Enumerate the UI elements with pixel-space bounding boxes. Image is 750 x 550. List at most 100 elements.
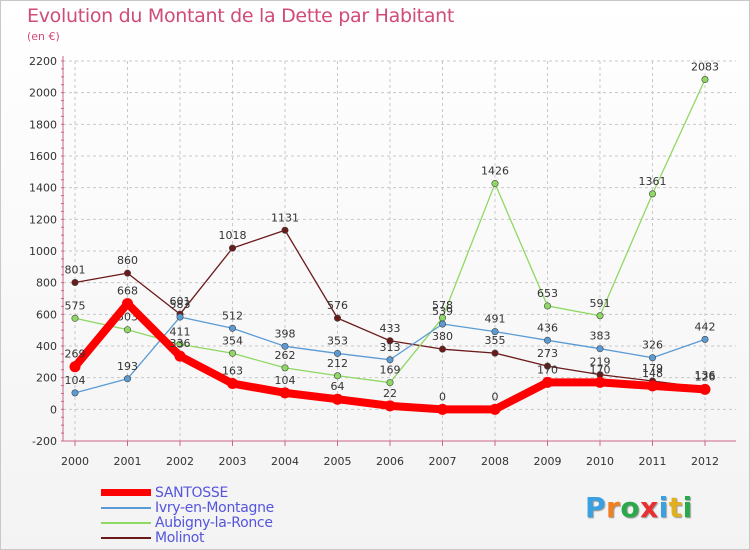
data-point — [543, 336, 551, 344]
chart-subtitle: (en €) — [27, 30, 60, 43]
data-label: 442 — [695, 320, 716, 333]
legend-item: Aubigny-la-Ronce — [101, 514, 274, 531]
legend-swatch — [101, 489, 151, 496]
y-tick-label: 2000 — [29, 87, 57, 100]
data-point — [229, 324, 237, 332]
data-label: 0 — [492, 390, 499, 403]
data-point — [71, 314, 79, 322]
y-tick-label: 200 — [36, 372, 57, 385]
data-label: 148 — [642, 367, 663, 380]
data-point — [281, 226, 289, 234]
x-tick-label: 2000 — [61, 455, 89, 468]
legend-label: Molinot — [155, 529, 205, 546]
data-point — [491, 349, 499, 357]
data-point — [648, 190, 656, 198]
data-label: 433 — [380, 322, 401, 335]
data-label: 860 — [117, 254, 138, 267]
x-tick-label: 2008 — [481, 455, 509, 468]
data-label: 576 — [327, 299, 348, 312]
data-label: 578 — [432, 299, 453, 312]
data-point — [491, 180, 499, 188]
data-point — [281, 364, 289, 372]
data-point — [491, 328, 499, 336]
y-tick-label: 1600 — [29, 150, 57, 163]
data-point — [229, 349, 237, 357]
data-label: 801 — [65, 264, 86, 277]
x-tick-label: 2012 — [691, 455, 719, 468]
data-label: 1361 — [639, 175, 667, 188]
data-point — [543, 302, 551, 310]
data-point — [122, 298, 133, 310]
data-point — [386, 379, 394, 387]
data-point — [229, 244, 237, 252]
data-label: 2083 — [691, 61, 719, 74]
data-label: 1131 — [271, 211, 299, 224]
logo-letter: o — [620, 491, 641, 524]
data-point — [596, 312, 604, 320]
data-label: 380 — [432, 330, 453, 343]
data-point — [699, 383, 711, 395]
y-tick-label: 1400 — [29, 182, 57, 195]
legend-swatch — [101, 506, 151, 509]
data-label: 398 — [275, 327, 296, 340]
data-label: 22 — [383, 387, 397, 400]
y-tick-label: 1000 — [29, 245, 57, 258]
x-tick-label: 2006 — [376, 455, 404, 468]
x-tick-label: 2002 — [166, 455, 194, 468]
data-label: 170 — [537, 363, 558, 376]
data-point — [438, 320, 446, 328]
data-label: 262 — [275, 349, 296, 362]
legend-swatch — [101, 536, 151, 539]
data-point — [332, 393, 343, 405]
data-label: 601 — [170, 295, 191, 308]
y-tick-label: 600 — [36, 308, 57, 321]
data-label: 436 — [537, 321, 558, 334]
data-point — [227, 378, 238, 390]
data-point — [386, 337, 394, 345]
data-label: 64 — [331, 380, 345, 393]
data-label: 411 — [170, 325, 191, 338]
logo-letter: P — [585, 491, 607, 524]
data-label: 269 — [65, 348, 86, 361]
data-point — [176, 313, 184, 321]
y-tick-label: 2200 — [29, 55, 57, 68]
logo-letter: t — [668, 491, 683, 524]
data-point — [281, 342, 289, 350]
data-point — [648, 354, 656, 362]
data-point — [124, 375, 132, 383]
logo-letter: i — [682, 491, 693, 524]
data-label: 273 — [537, 347, 558, 360]
data-label: 354 — [222, 334, 243, 347]
legend: SANTOSSE Ivry-en-Montagne Aubigny-la-Ronce… — [101, 485, 274, 546]
data-label: 591 — [590, 297, 611, 310]
legend-label: Aubigny-la-Ronce — [155, 514, 273, 531]
x-tick-label: 2001 — [114, 455, 142, 468]
proxiti-logo: Proxiti — [585, 491, 693, 524]
y-tick-label: -200 — [32, 435, 57, 448]
data-label: 1426 — [481, 165, 509, 178]
data-label: 653 — [537, 287, 558, 300]
data-label: 104 — [275, 374, 296, 387]
data-label: 326 — [642, 339, 663, 352]
data-label: 668 — [117, 285, 138, 298]
x-tick-label: 2011 — [639, 455, 667, 468]
logo-letter: i — [658, 491, 669, 524]
y-tick-label: 400 — [36, 340, 57, 353]
data-label: 212 — [327, 357, 348, 370]
data-point — [333, 314, 341, 322]
logo-letter: x — [640, 491, 659, 524]
data-point — [489, 403, 501, 415]
data-label: 313 — [380, 341, 401, 354]
data-label: 353 — [327, 334, 348, 347]
data-label: 512 — [222, 309, 243, 322]
data-point — [542, 376, 553, 388]
data-point — [124, 269, 132, 277]
data-point — [333, 372, 341, 380]
data-label: 104 — [65, 374, 86, 387]
data-point — [176, 340, 184, 348]
data-label: 193 — [117, 360, 138, 373]
data-point — [647, 380, 658, 392]
data-point — [279, 387, 291, 399]
